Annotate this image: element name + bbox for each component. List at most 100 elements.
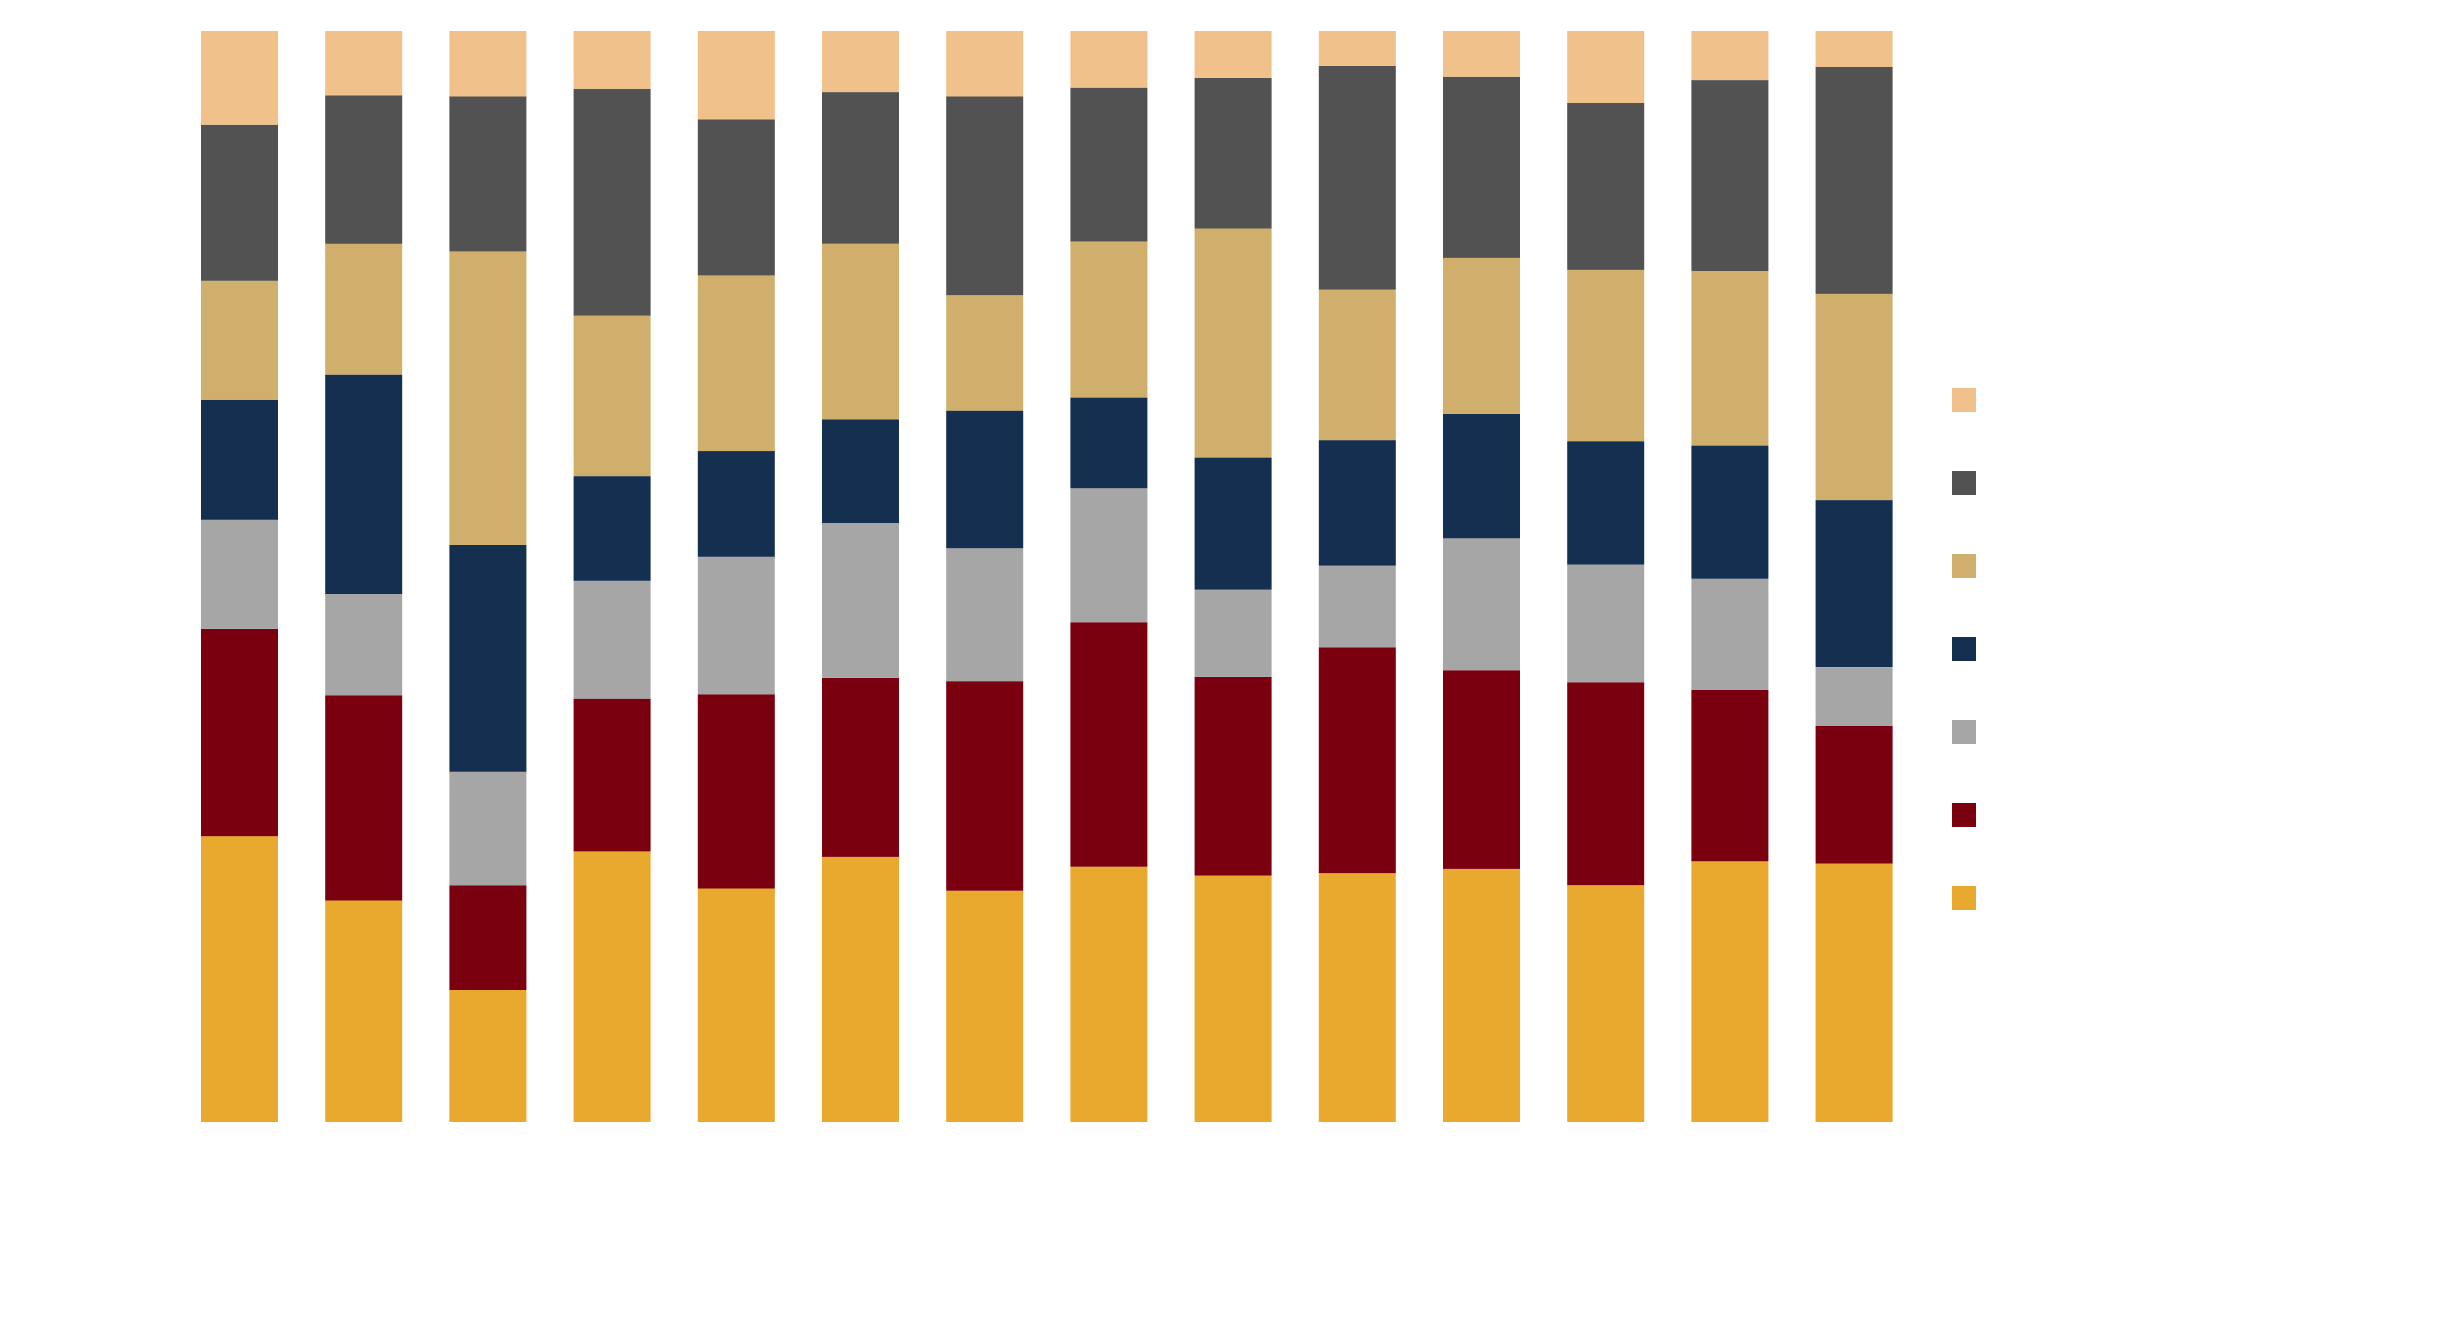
bar-segment-9-series-5 (1194, 228, 1272, 458)
bar-segment-11-series-6 (1443, 76, 1520, 258)
bar-segment-6-series-6 (822, 92, 899, 244)
bar-segment-14-series-1 (1815, 863, 1893, 1122)
bar-segment-14-series-3 (1815, 667, 1893, 726)
bar-segment-1-series-3 (201, 519, 278, 629)
plot-area (201, 31, 1893, 1122)
bar-segment-5-series-7 (697, 31, 775, 120)
bar-segment-3-series-3 (449, 771, 527, 886)
bar-segment-12-series-7 (1567, 31, 1645, 103)
bar-segment-14-series-7 (1815, 31, 1893, 67)
legend-swatch-4 (1952, 637, 1976, 661)
bar-segment-14-series-4 (1815, 500, 1893, 667)
bar-segment-10-series-3 (1318, 565, 1396, 648)
bar-segment-3-series-6 (449, 96, 527, 252)
bar-segment-4-series-3 (573, 580, 651, 699)
bar-segment-7-series-7 (946, 31, 1024, 97)
bar-segment-11-series-1 (1443, 868, 1520, 1122)
bar-segment-5-series-1 (697, 888, 775, 1122)
bar-segment-12-series-1 (1567, 885, 1645, 1122)
bar-segment-10-series-7 (1318, 31, 1396, 66)
bar-segment-9-series-3 (1194, 589, 1272, 677)
bar-segment-5-series-5 (697, 275, 775, 452)
bar-segment-9-series-2 (1194, 676, 1272, 876)
bar-segment-7-series-1 (946, 890, 1024, 1122)
bar-segment-10-series-2 (1318, 647, 1396, 874)
bar-segment-12-series-6 (1567, 103, 1645, 270)
bar-segment-11-series-3 (1443, 538, 1520, 671)
bar-segment-5-series-3 (697, 556, 775, 695)
legend-swatch-1 (1952, 886, 1976, 910)
bar-segment-7-series-4 (946, 410, 1024, 549)
bar-segment-8-series-4 (1070, 397, 1148, 489)
legend (1952, 388, 1976, 910)
bar-segment-2-series-3 (325, 594, 403, 696)
bar-segment-4-series-5 (573, 315, 651, 477)
bar-segment-10-series-5 (1318, 289, 1396, 441)
legend-swatch-2 (1952, 803, 1976, 827)
bar-segment-13-series-3 (1691, 578, 1769, 690)
bar-segment-2-series-1 (325, 900, 403, 1122)
bar-segment-3-series-7 (449, 31, 527, 97)
bar-segment-11-series-7 (1443, 31, 1520, 77)
legend-swatch-5 (1952, 554, 1976, 578)
bar-segment-9-series-6 (1194, 77, 1272, 229)
bar-segment-12-series-3 (1567, 564, 1645, 683)
bar-segment-3-series-2 (449, 885, 527, 990)
bar-segment-7-series-5 (946, 295, 1024, 411)
bar-segment-9-series-7 (1194, 31, 1272, 78)
bar-segment-14-series-2 (1815, 726, 1893, 864)
bar-segment-14-series-6 (1815, 67, 1893, 294)
bar-segment-13-series-6 (1691, 80, 1769, 271)
bar-segment-1-series-4 (201, 399, 278, 520)
bar-segment-13-series-1 (1691, 861, 1769, 1122)
bar-segment-7-series-3 (946, 548, 1024, 682)
bar-segment-13-series-2 (1691, 690, 1769, 862)
bar-segment-2-series-6 (325, 95, 403, 244)
bar-segment-9-series-4 (1194, 457, 1272, 590)
bar-segment-3-series-4 (449, 544, 527, 772)
bar-segment-6-series-3 (822, 523, 899, 678)
bar-segment-6-series-4 (822, 419, 899, 523)
bar-segment-1-series-2 (201, 628, 278, 837)
bar-segment-5-series-6 (697, 119, 775, 276)
bar-segment-6-series-5 (822, 243, 899, 420)
bar-segment-2-series-2 (325, 695, 403, 901)
bar-segment-8-series-5 (1070, 241, 1148, 398)
bar-segment-11-series-4 (1443, 413, 1520, 539)
bar-segment-10-series-4 (1318, 440, 1396, 566)
bar-segment-7-series-6 (946, 96, 1024, 296)
bar-segment-14-series-5 (1815, 293, 1893, 501)
bar-segment-4-series-1 (573, 851, 651, 1122)
bar-segment-5-series-4 (697, 451, 775, 557)
bar-segment-8-series-7 (1070, 31, 1148, 88)
bar-segment-13-series-7 (1691, 31, 1769, 81)
bar-segment-2-series-7 (325, 31, 403, 96)
legend-swatch-6 (1952, 471, 1976, 495)
bar-segment-12-series-5 (1567, 269, 1645, 442)
bar-segment-13-series-5 (1691, 271, 1769, 446)
bar-segment-8-series-6 (1070, 87, 1148, 242)
bar-segment-7-series-2 (946, 681, 1024, 891)
bar-segment-6-series-2 (822, 678, 899, 857)
bar-segment-8-series-2 (1070, 622, 1148, 867)
legend-swatch-7 (1952, 388, 1976, 412)
bar-segment-3-series-1 (449, 990, 527, 1122)
bar-segment-12-series-2 (1567, 682, 1645, 886)
bar-segment-1-series-7 (201, 31, 278, 125)
bar-segment-11-series-5 (1443, 257, 1520, 414)
bar-segment-4-series-7 (573, 31, 651, 89)
bar-segment-1-series-6 (201, 124, 278, 281)
bar-segment-11-series-2 (1443, 670, 1520, 869)
bar-segment-5-series-2 (697, 694, 775, 889)
bar-segment-8-series-3 (1070, 488, 1148, 623)
bar-segment-10-series-6 (1318, 65, 1396, 290)
bar-segment-6-series-1 (822, 856, 899, 1122)
bar-segment-9-series-1 (1194, 875, 1272, 1122)
bar-segment-1-series-5 (201, 280, 278, 400)
legend-swatch-3 (1952, 720, 1976, 744)
bar-segment-3-series-5 (449, 251, 527, 545)
bar-segment-4-series-2 (573, 698, 651, 852)
bar-segment-10-series-1 (1318, 873, 1396, 1122)
